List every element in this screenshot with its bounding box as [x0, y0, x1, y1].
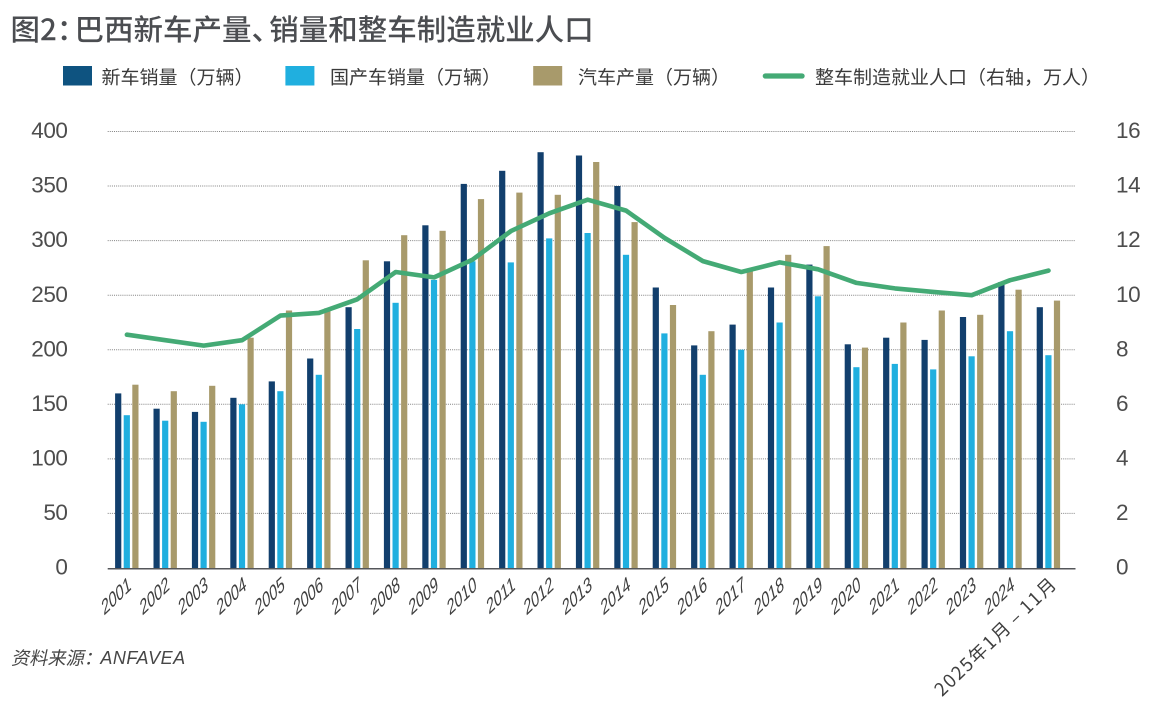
- svg-text:16: 16: [1116, 118, 1140, 143]
- svg-text:ANFAVEA: ANFAVEA: [99, 648, 185, 668]
- svg-text:2023: 2023: [945, 572, 978, 621]
- svg-text:6: 6: [1116, 391, 1128, 416]
- svg-text:2012: 2012: [522, 572, 555, 621]
- svg-text:2022: 2022: [906, 572, 939, 621]
- svg-text:0: 0: [55, 555, 67, 580]
- svg-text:2024: 2024: [983, 572, 1016, 621]
- svg-text:2010: 2010: [445, 572, 478, 621]
- svg-text:2014: 2014: [599, 572, 632, 621]
- svg-text:2017: 2017: [714, 572, 747, 621]
- svg-text:2021: 2021: [868, 572, 901, 621]
- svg-text:2015: 2015: [637, 572, 670, 621]
- svg-text:100: 100: [31, 446, 67, 471]
- svg-text:2011: 2011: [485, 572, 517, 620]
- svg-text:2001: 2001: [100, 572, 133, 621]
- svg-text:2009: 2009: [407, 572, 440, 621]
- svg-text:10: 10: [1116, 282, 1140, 307]
- svg-text:150: 150: [31, 391, 67, 416]
- svg-text:200: 200: [31, 336, 67, 361]
- svg-text:0: 0: [1116, 555, 1128, 580]
- svg-text:2004: 2004: [215, 572, 248, 621]
- svg-text:2003: 2003: [177, 572, 210, 621]
- svg-text:2005: 2005: [253, 572, 286, 621]
- svg-text:4: 4: [1116, 446, 1128, 471]
- svg-text:12: 12: [1116, 227, 1140, 252]
- svg-text:2008: 2008: [369, 572, 402, 621]
- svg-text:2002: 2002: [138, 572, 171, 621]
- svg-text:2007: 2007: [330, 572, 363, 621]
- svg-text:400: 400: [31, 118, 67, 143]
- svg-text:2: 2: [1116, 500, 1128, 525]
- svg-text:300: 300: [31, 227, 67, 252]
- svg-text:350: 350: [31, 173, 67, 198]
- svg-text:2019: 2019: [791, 572, 824, 621]
- svg-text:14: 14: [1116, 173, 1140, 198]
- svg-text:2013: 2013: [561, 572, 594, 621]
- svg-text:8: 8: [1116, 336, 1128, 361]
- svg-text:2018: 2018: [753, 572, 786, 621]
- svg-text:2006: 2006: [292, 572, 325, 621]
- svg-text:2016: 2016: [676, 572, 709, 621]
- svg-text:50: 50: [43, 500, 67, 525]
- svg-text:2020: 2020: [829, 572, 862, 621]
- svg-text:250: 250: [31, 282, 67, 307]
